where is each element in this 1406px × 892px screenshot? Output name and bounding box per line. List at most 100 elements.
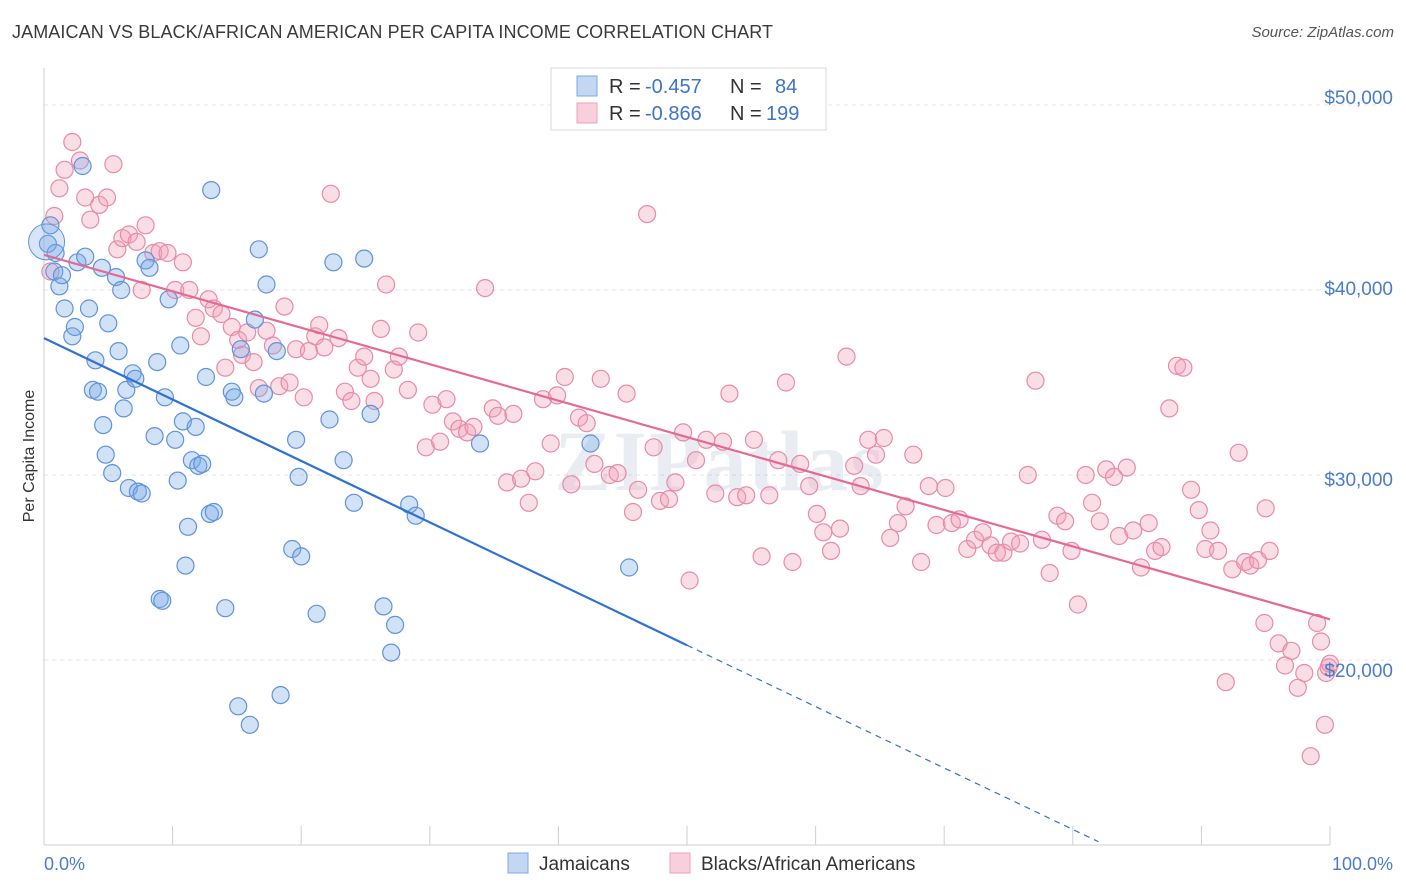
- point-black-african-american: [1216, 673, 1235, 692]
- point-jamaican: [292, 547, 311, 566]
- point-jamaican: [193, 454, 212, 473]
- point-jamaican: [159, 290, 178, 309]
- point-black-african-american: [1320, 654, 1340, 673]
- point-jamaican: [216, 599, 235, 618]
- point-black-african-american: [1139, 513, 1158, 533]
- point-jamaican: [231, 340, 250, 359]
- point-black-african-american: [1124, 521, 1143, 540]
- point-black-african-american: [488, 406, 508, 425]
- point-black-african-american: [136, 216, 155, 235]
- point-black-african-american: [1256, 499, 1275, 518]
- point-black-african-american: [911, 552, 931, 572]
- point-jamaican: [229, 697, 248, 716]
- trend-line-jamaican: [43, 337, 688, 647]
- point-black-african-american: [706, 484, 725, 503]
- point-jamaican: [254, 384, 273, 403]
- point-black-african-american: [562, 475, 581, 494]
- point-black-african-american: [437, 390, 456, 409]
- point-black-african-american: [41, 262, 60, 281]
- point-jamaican: [287, 430, 306, 449]
- point-black-african-american: [623, 502, 643, 522]
- point-black-african-american: [760, 486, 779, 505]
- point-jamaican: [320, 410, 339, 429]
- point-black-african-american: [837, 347, 856, 366]
- point-jamaican: [307, 604, 326, 623]
- point-jamaican: [166, 430, 185, 449]
- point-black-african-american: [158, 243, 177, 263]
- point-jamaican: [140, 258, 159, 277]
- point-black-african-american: [680, 571, 699, 590]
- point-black-african-american: [50, 179, 69, 198]
- chart-source: Source: ZipAtlas.com: [1251, 24, 1394, 41]
- point-black-african-american: [476, 279, 495, 298]
- point-black-african-american: [127, 232, 146, 251]
- point-black-african-american: [859, 430, 878, 449]
- point-jamaican: [132, 484, 151, 503]
- point-black-african-american: [617, 384, 636, 403]
- point-jamaican: [99, 314, 118, 333]
- point-black-african-american: [270, 377, 289, 396]
- point-black-african-american: [1255, 613, 1274, 633]
- point-jamaican: [225, 388, 244, 407]
- legend-n-value: 199: [766, 103, 799, 125]
- point-black-african-american: [294, 388, 313, 407]
- point-black-african-american: [1174, 358, 1193, 377]
- point-jamaican: [50, 277, 69, 296]
- point-jamaican: [41, 216, 60, 235]
- point-black-african-american: [845, 456, 864, 475]
- point-jamaican: [355, 249, 374, 268]
- point-black-african-american: [97, 188, 117, 207]
- svg-text:ZIPatlas: ZIPatlas: [554, 413, 885, 509]
- point-jamaican: [112, 280, 131, 300]
- point-jamaican: [65, 317, 85, 337]
- point-black-african-american: [888, 513, 908, 533]
- point-black-african-american: [659, 490, 679, 509]
- point-jamaican: [240, 715, 259, 734]
- point-black-african-american: [519, 493, 538, 512]
- point-jamaican: [324, 253, 343, 272]
- point-black-african-american: [1189, 501, 1208, 520]
- point-black-african-american: [807, 504, 827, 524]
- point-black-african-american: [1208, 541, 1228, 561]
- point-black-african-american: [315, 338, 334, 357]
- point-black-african-american: [1055, 512, 1075, 531]
- point-black-african-american: [108, 240, 127, 259]
- point-black-african-american: [244, 353, 263, 372]
- point-black-african-american: [342, 391, 361, 411]
- point-jamaican: [76, 247, 95, 266]
- point-jamaican: [148, 353, 167, 372]
- point-black-african-american: [423, 395, 442, 414]
- point-jamaican: [55, 299, 74, 318]
- point-black-african-american: [464, 417, 483, 436]
- point-black-african-american: [355, 347, 374, 366]
- point-jamaican: [79, 299, 99, 318]
- gridlines: [44, 104, 1393, 661]
- point-jamaican: [96, 445, 115, 464]
- point-jamaican: [145, 427, 164, 446]
- point-black-african-american: [1109, 526, 1129, 546]
- point-black-african-american: [1010, 534, 1030, 553]
- point-black-african-american: [431, 432, 450, 451]
- bottom-legend-swatch-black: [669, 852, 691, 874]
- point-jamaican: [109, 342, 128, 361]
- point-black-african-american: [526, 462, 545, 481]
- point-black-african-american: [577, 414, 596, 433]
- point-jamaican: [470, 434, 490, 453]
- point-black-african-american: [1160, 399, 1179, 418]
- point-jamaican: [344, 493, 363, 512]
- point-black-african-american: [1181, 480, 1201, 499]
- point-black-african-american: [335, 382, 354, 401]
- point-black-african-american: [752, 547, 771, 566]
- point-jamaican: [28, 223, 66, 261]
- point-jamaican: [361, 404, 380, 423]
- point-black-african-american: [936, 478, 955, 498]
- point-black-african-american: [555, 367, 574, 387]
- point-black-african-american: [1315, 715, 1335, 734]
- point-black-african-american: [173, 253, 192, 272]
- point-jamaican: [204, 502, 223, 522]
- point-black-african-american: [866, 445, 886, 464]
- point-black-african-american: [280, 373, 299, 392]
- point-black-african-american: [1097, 460, 1116, 479]
- bottom-legend-label-black: Blacks/African Americans: [701, 854, 915, 875]
- point-jamaican: [88, 382, 108, 401]
